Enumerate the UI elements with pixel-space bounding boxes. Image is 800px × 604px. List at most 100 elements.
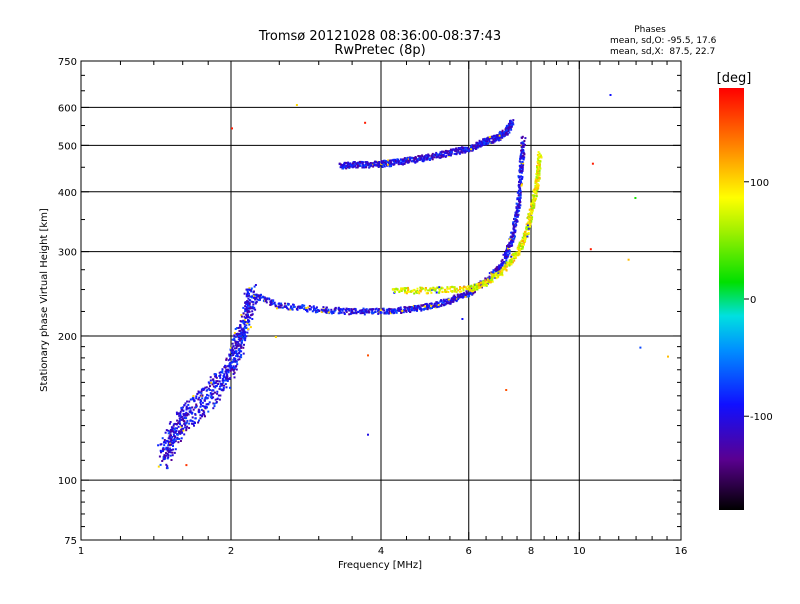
data-point — [207, 381, 210, 384]
data-point — [180, 407, 183, 409]
data-point — [185, 464, 188, 467]
data-point — [238, 334, 240, 337]
data-point — [470, 284, 473, 287]
data-point — [475, 147, 478, 150]
data-point — [510, 240, 512, 243]
data-point — [292, 303, 295, 306]
data-point — [186, 425, 189, 428]
data-point — [426, 304, 428, 307]
data-point — [512, 224, 515, 227]
data-point — [491, 140, 494, 143]
data-point — [243, 326, 246, 329]
data-point — [354, 308, 357, 311]
data-point — [315, 310, 318, 312]
data-point — [508, 263, 511, 266]
y-tick-label: 500 — [58, 141, 77, 152]
data-point — [456, 148, 459, 151]
data-point — [514, 231, 517, 234]
data-point — [510, 235, 513, 238]
data-point — [215, 380, 218, 383]
data-point — [523, 140, 526, 142]
data-point — [312, 305, 315, 308]
data-point — [519, 196, 522, 199]
data-point — [449, 152, 452, 155]
data-point — [260, 296, 263, 299]
data-point — [199, 405, 202, 408]
data-point — [233, 371, 236, 374]
data-point — [609, 94, 612, 96]
data-point — [469, 292, 472, 295]
y-tick-label: 600 — [58, 103, 77, 114]
data-point — [451, 285, 454, 288]
data-point — [435, 291, 438, 294]
data-point — [502, 134, 505, 137]
data-point — [478, 139, 481, 142]
data-point — [202, 410, 205, 412]
data-point — [212, 392, 215, 395]
data-point — [326, 310, 328, 313]
data-point — [487, 136, 490, 139]
data-point — [237, 349, 240, 352]
data-point — [498, 134, 501, 137]
data-point — [530, 213, 533, 215]
data-point — [538, 165, 541, 168]
data-point — [460, 150, 463, 153]
data-point — [491, 273, 494, 276]
data-point — [185, 417, 188, 420]
data-point — [365, 308, 368, 311]
data-point — [206, 388, 209, 391]
data-point — [218, 380, 221, 383]
data-point — [538, 164, 541, 167]
data-point — [181, 415, 184, 418]
data-point — [415, 305, 418, 308]
data-point — [531, 218, 533, 221]
data-point — [159, 443, 162, 446]
data-point — [511, 244, 514, 247]
data-point — [163, 441, 166, 443]
data-point — [395, 287, 398, 290]
data-point — [241, 333, 244, 336]
data-point — [523, 243, 525, 246]
data-point — [507, 127, 510, 130]
data-point — [481, 285, 483, 288]
data-point — [533, 190, 536, 193]
data-point — [265, 298, 268, 301]
data-point — [517, 197, 520, 200]
data-point — [380, 160, 383, 163]
data-point — [522, 158, 525, 161]
data-point — [432, 305, 434, 308]
data-point — [170, 434, 172, 437]
data-point — [345, 161, 348, 164]
data-point — [422, 304, 425, 307]
data-point — [475, 143, 478, 146]
data-point — [214, 391, 216, 394]
data-point — [236, 340, 239, 343]
data-point — [499, 270, 502, 273]
y-tick-label: 200 — [58, 332, 77, 343]
data-point — [500, 272, 503, 275]
data-point — [494, 274, 497, 277]
data-point — [164, 441, 167, 444]
data-point — [448, 301, 451, 304]
data-point — [387, 160, 390, 163]
data-point — [429, 289, 432, 292]
data-point — [227, 359, 230, 362]
data-point — [367, 354, 369, 357]
data-point — [174, 431, 177, 433]
data-point — [168, 422, 171, 425]
data-point — [393, 291, 396, 293]
data-point — [468, 295, 471, 297]
data-point — [396, 160, 399, 163]
data-point — [465, 150, 468, 152]
data-point — [226, 365, 229, 368]
data-point — [478, 282, 481, 285]
data-point — [521, 144, 524, 147]
data-point — [213, 402, 216, 405]
data-point — [492, 269, 495, 272]
data-point — [200, 392, 203, 395]
data-point — [423, 156, 426, 159]
data-point — [464, 295, 467, 298]
data-point — [165, 439, 168, 442]
data-point — [518, 253, 521, 256]
data-point — [338, 309, 341, 312]
